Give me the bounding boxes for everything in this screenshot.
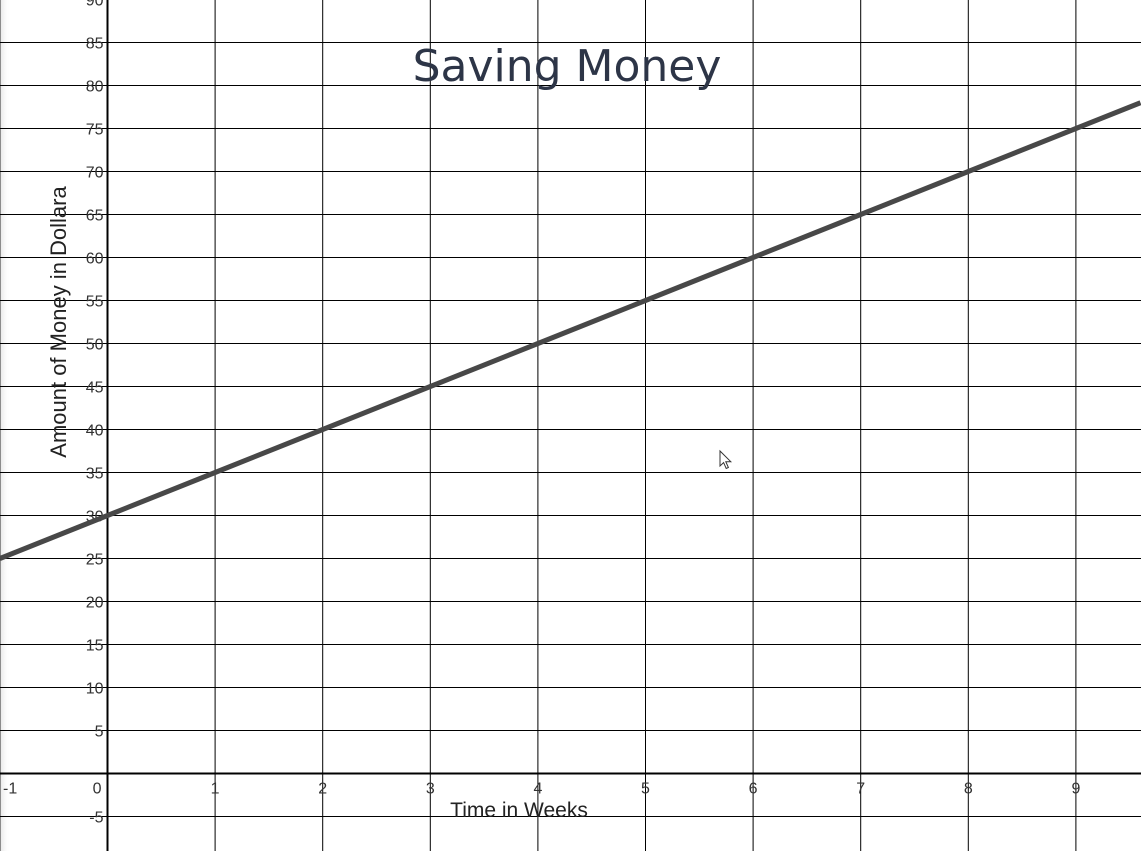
x-tick-label: 2 — [318, 781, 327, 798]
y-tick-label: 80 — [86, 79, 104, 96]
y-tick-label: 35 — [86, 466, 104, 483]
y-tick-label: 15 — [86, 638, 104, 655]
origin-label: 0 — [93, 781, 102, 798]
y-tick-label: 40 — [86, 423, 104, 440]
y-tick-label: 55 — [86, 294, 104, 311]
x-tick-label: -1 — [3, 781, 17, 798]
series — [0, 100, 1141, 561]
x-tick-label: 7 — [856, 781, 865, 798]
y-tick-label: 70 — [86, 165, 104, 182]
y-tick-label: 65 — [86, 208, 104, 225]
y-tick-label: 75 — [86, 122, 104, 139]
y-tick-label: 20 — [86, 595, 104, 612]
left-edge-shade — [0, 0, 10, 851]
y-tick-label: 85 — [86, 36, 104, 53]
y-axis-label: Amount of Money in Dollara — [46, 186, 71, 458]
x-tick-label: 6 — [749, 781, 758, 798]
x-axis-label: Time in Weeks — [450, 799, 588, 822]
series-line — [0, 100, 1141, 561]
chart-title: Saving Money — [413, 41, 722, 92]
y-tick-label: 90 — [86, 0, 104, 10]
y-tick-label: 25 — [86, 552, 104, 569]
x-tick-label: 4 — [533, 781, 542, 798]
y-tick-label: 45 — [86, 380, 104, 397]
arrow-cursor-icon — [719, 449, 733, 470]
tick-labels: -11234567890-10-551015202530354045505560… — [3, 0, 1080, 827]
y-tick-label: 50 — [86, 337, 104, 354]
x-tick-label: 9 — [1071, 781, 1080, 798]
y-tick-label: 10 — [86, 681, 104, 698]
y-tick-label: 60 — [86, 251, 104, 268]
y-tick-label: 5 — [95, 724, 104, 741]
y-tick-label: -5 — [89, 810, 103, 827]
x-tick-label: 8 — [964, 781, 973, 798]
x-tick-label: 3 — [426, 781, 435, 798]
x-tick-label: 5 — [641, 781, 650, 798]
x-tick-label: 1 — [211, 781, 220, 798]
